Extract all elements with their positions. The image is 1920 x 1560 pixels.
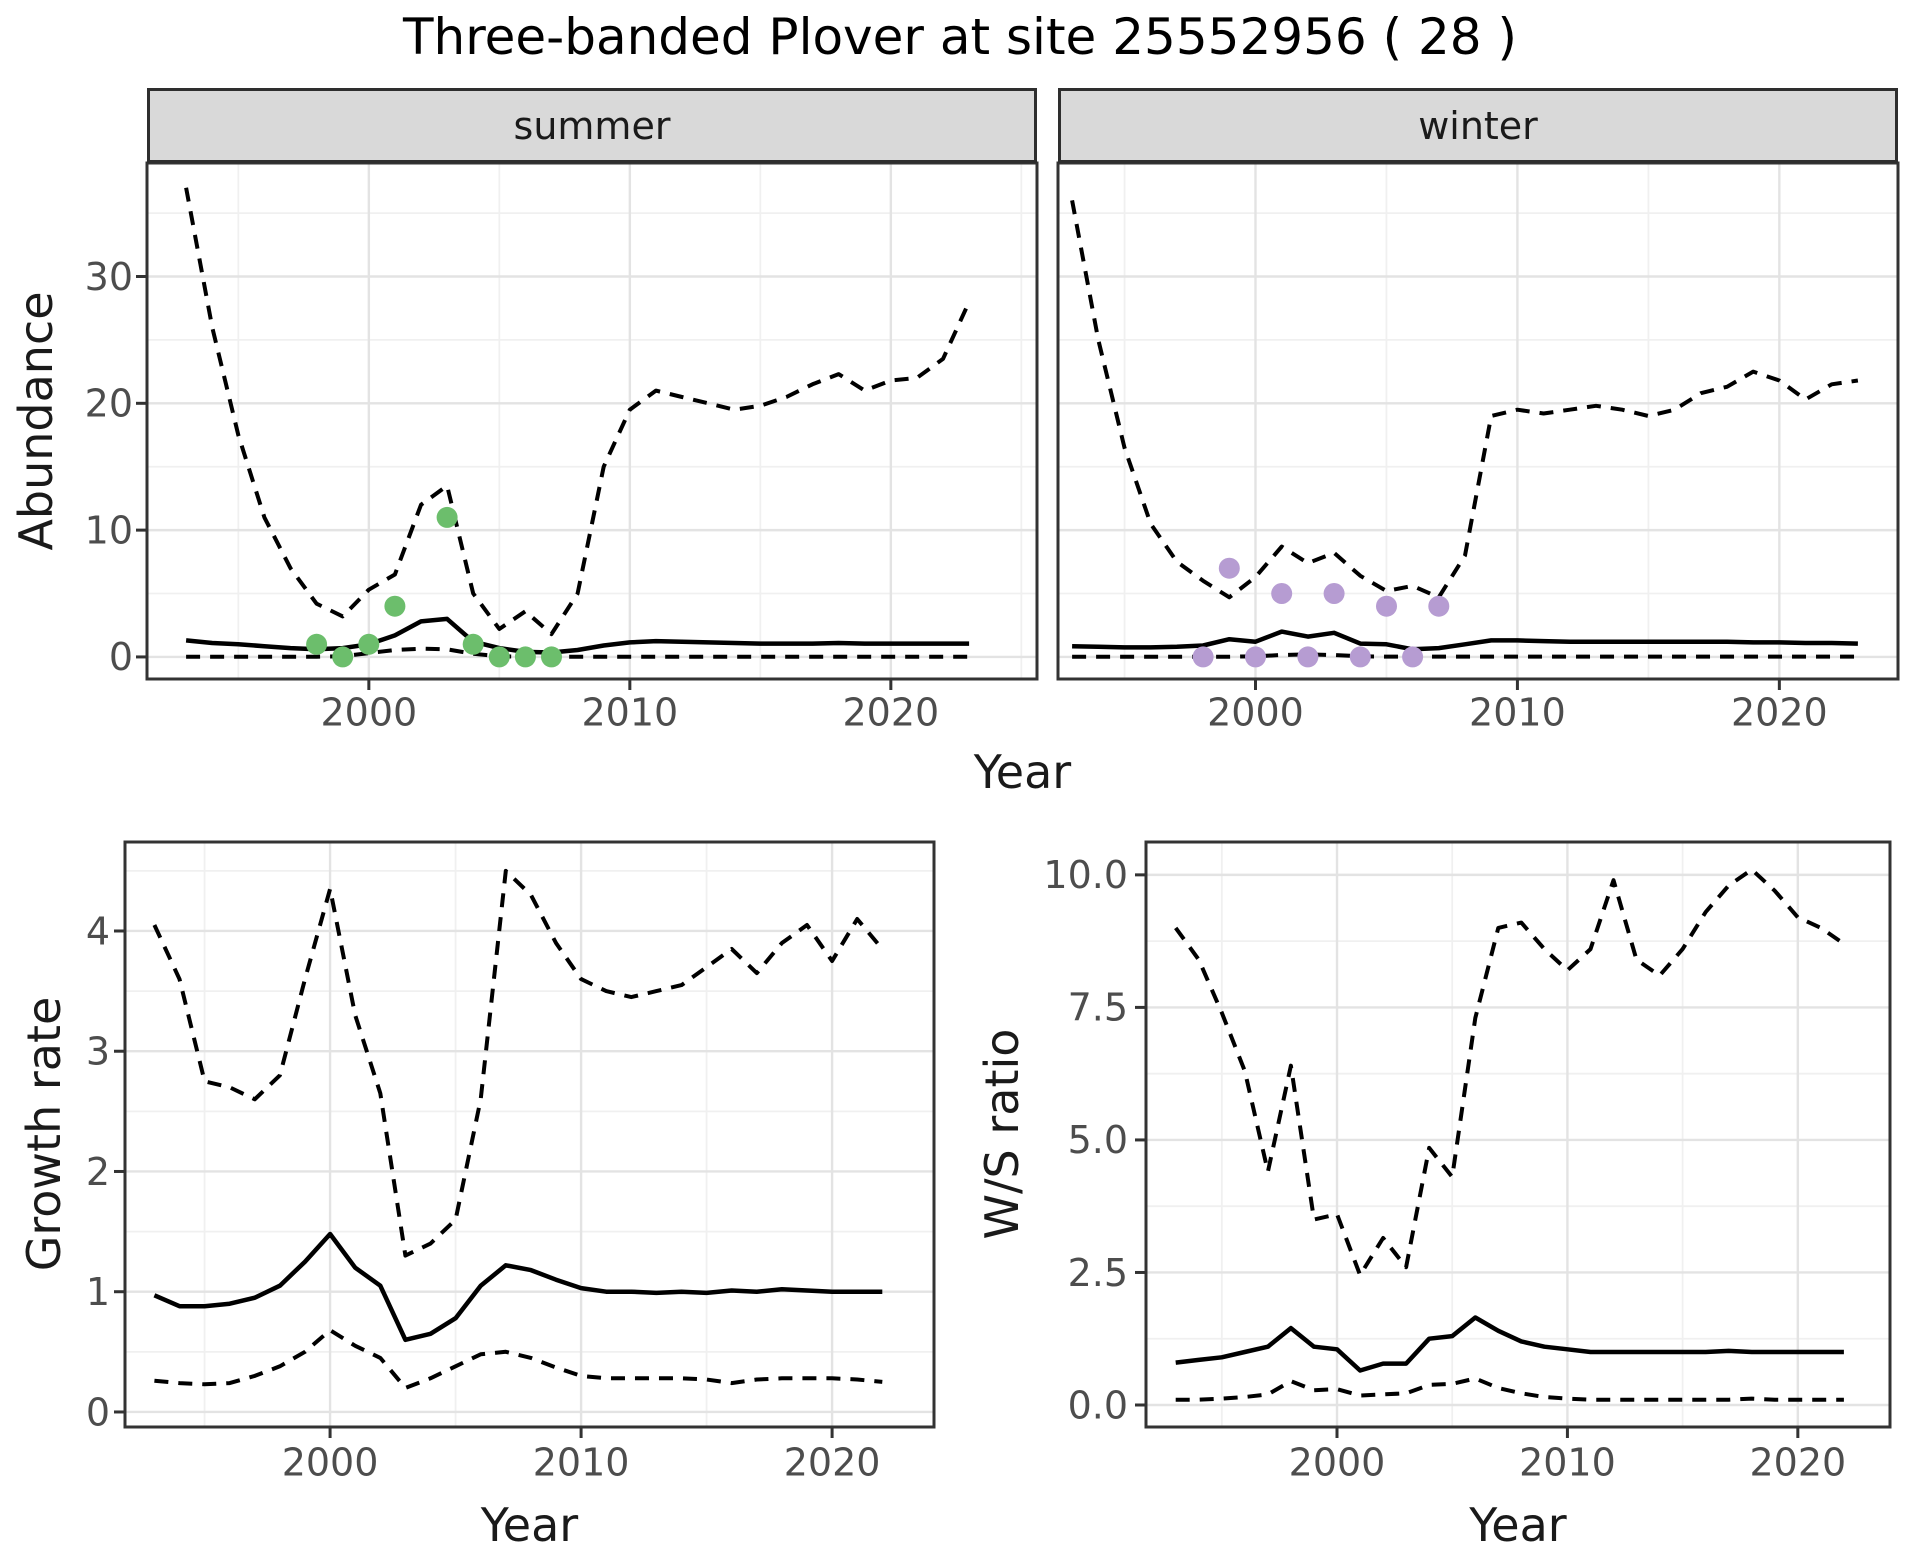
observation-point <box>1349 646 1371 668</box>
x-tick-label: 2020 <box>842 690 939 734</box>
x-tick-label: 2000 <box>1207 690 1304 734</box>
facet-strip-summer: summer <box>147 88 1037 163</box>
y-axis-title-ws-ratio: W/S ratio <box>975 1028 1029 1240</box>
series-median-line <box>153 1231 883 1343</box>
observation-point <box>462 633 484 655</box>
observation-point <box>1323 583 1345 604</box>
facet-strip-winter-label: winter <box>1418 103 1538 148</box>
observation-point <box>514 646 536 668</box>
y-tick-label: 10 <box>85 508 133 552</box>
y-tick-label: 3 <box>86 1030 110 1074</box>
observation-point <box>358 633 380 655</box>
y-axis-title-abundance: Abundance <box>9 291 63 551</box>
panel-border <box>145 161 1039 681</box>
y-axis-title-growth-rate: Growth rate <box>17 996 71 1272</box>
observation-point <box>1192 646 1214 668</box>
y-tick-label: 7.5 <box>1068 986 1128 1030</box>
x-axis-title-year-ws: Year <box>1469 1498 1567 1552</box>
chart-title: Three-banded Plover at site 25552956 ( 2… <box>402 8 1518 66</box>
panel-summer: 2000 2010 2020 0 10 20 30 <box>85 161 1039 734</box>
y-tick-label: 1 <box>86 1270 110 1314</box>
series-upper-ci-line <box>1174 867 1846 1278</box>
y-tick-label: 30 <box>85 255 133 299</box>
panel-ws-ratio: 2000 2010 2020 0.0 2.5 5.0 7.5 10.0 <box>1043 840 1892 1484</box>
observation-point <box>436 506 458 528</box>
x-tick-label: 2020 <box>784 1440 881 1484</box>
observation-point <box>1402 646 1424 668</box>
x-tick-label: 2000 <box>320 690 417 734</box>
series-upper-ci-line <box>1070 200 1859 600</box>
y-tick-label: 20 <box>85 382 133 426</box>
series-lower-ci-line <box>1175 1376 1844 1402</box>
x-tick-label: 2020 <box>1731 690 1828 734</box>
observation-point <box>1271 583 1293 604</box>
x-tick-label: 2000 <box>282 1440 379 1484</box>
observation-point <box>1428 595 1450 617</box>
y-tick-label: 5.0 <box>1068 1118 1128 1162</box>
y-tick-label: 0 <box>86 1390 110 1434</box>
observation-point <box>1245 646 1266 668</box>
panel-border <box>123 840 936 1429</box>
observation-point <box>1218 557 1240 579</box>
y-tick-label: 2.5 <box>1068 1251 1128 1295</box>
observation-point <box>384 595 406 617</box>
x-tick-label: 2010 <box>1469 690 1566 734</box>
x-tick-label: 2020 <box>1749 1440 1846 1484</box>
series-median-line <box>185 616 970 655</box>
observation-point <box>332 646 354 668</box>
panel-growth-rate: 2000 2010 2020 0 1 2 3 4 <box>86 840 936 1484</box>
observation-point <box>1376 595 1397 617</box>
y-tick-label: 0 <box>109 635 133 679</box>
series-median-line <box>1072 629 1858 652</box>
y-tick-label: 10.0 <box>1043 853 1128 897</box>
x-axis-title-year-top: Year <box>973 745 1072 799</box>
series-lower-ci-line <box>154 1328 883 1390</box>
panel-border <box>1056 161 1900 681</box>
series-upper-ci-line <box>152 868 884 1258</box>
x-tick-label: 2010 <box>533 1440 630 1484</box>
observation-point <box>1297 646 1319 668</box>
x-tick-label: 2010 <box>581 690 678 734</box>
x-axis-title-year-growth: Year <box>480 1498 579 1552</box>
observation-point <box>541 646 562 668</box>
x-tick-label: 2000 <box>1289 1440 1386 1484</box>
y-tick-label: 2 <box>86 1150 110 1194</box>
panel-winter: 2000 2010 2020 <box>1056 161 1900 734</box>
y-tick-label: 0.0 <box>1068 1383 1128 1427</box>
observation-point <box>488 646 510 668</box>
observation-point <box>306 633 328 655</box>
y-tick-label: 4 <box>86 909 110 953</box>
series-lower-ci-line <box>186 646 970 659</box>
facet-strip-summer-label: summer <box>513 103 671 148</box>
x-tick-label: 2010 <box>1519 1440 1616 1484</box>
facet-strip-winter: winter <box>1058 88 1898 163</box>
series-median-line <box>1175 1315 1844 1373</box>
panel-border <box>1144 840 1892 1429</box>
series-upper-ci-line <box>184 187 971 637</box>
